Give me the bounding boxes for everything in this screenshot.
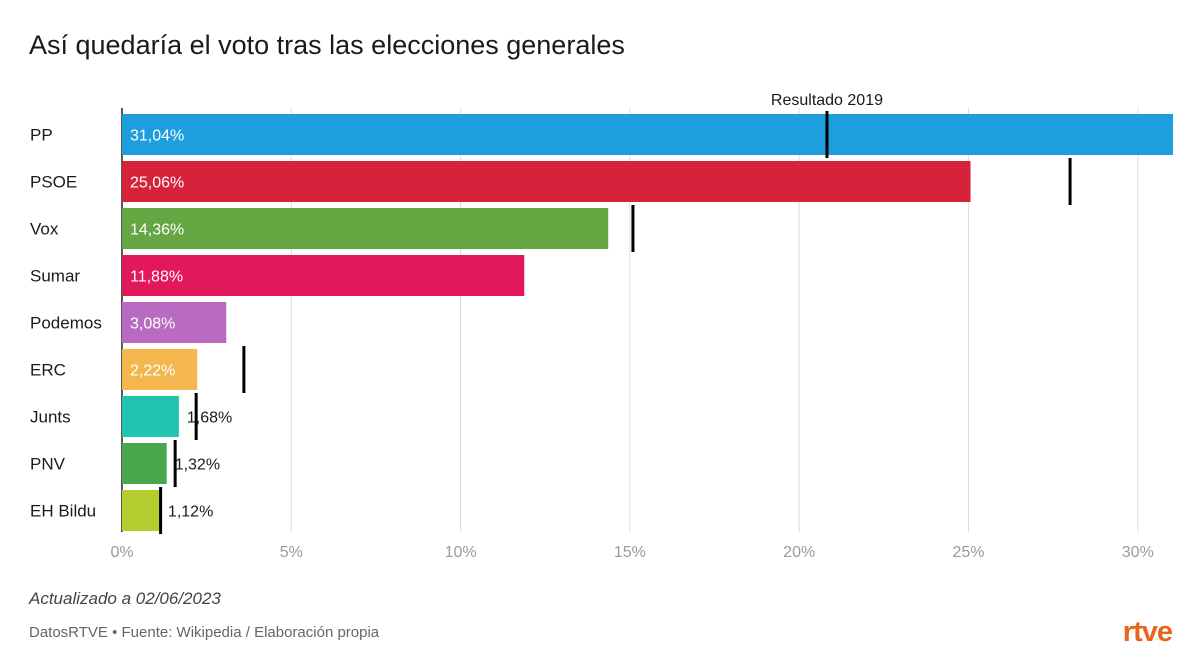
value-label: 25,06% xyxy=(130,175,184,192)
bar xyxy=(122,490,160,531)
bar xyxy=(122,396,179,437)
value-label: 2,22% xyxy=(130,363,175,380)
category-label: Vox xyxy=(30,220,59,239)
value-label: 1,68% xyxy=(187,410,232,427)
bar xyxy=(122,208,609,249)
bar-chart: 0% 5% 10% 15% 20% 25% 30% PP 31,04% PSOE 25,06% Vox… xyxy=(30,92,1174,561)
updated-note: Actualizado a 02/06/2023 xyxy=(29,589,221,608)
value-label: 1,32% xyxy=(175,457,220,474)
source-note: DatosRTVE • Fuente: Wikipedia / Elaborac… xyxy=(29,624,380,641)
x-tick-label: 30% xyxy=(1122,544,1154,561)
category-label: PSOE xyxy=(30,173,77,192)
bars xyxy=(122,114,1174,531)
category-label: Sumar xyxy=(30,267,80,286)
category-label: Podemos xyxy=(30,314,102,333)
value-label: 11,88% xyxy=(130,269,183,286)
result-2019-markers xyxy=(159,111,1072,534)
bar xyxy=(122,349,198,390)
value-label: 14,36% xyxy=(130,222,184,239)
bar xyxy=(122,114,1174,155)
value-label: 1,12% xyxy=(168,504,213,521)
x-tick-label: 15% xyxy=(614,544,646,561)
x-tick-label: 5% xyxy=(280,544,303,561)
category-label: Junts xyxy=(30,408,71,427)
marker-legend-label: Resultado 2019 xyxy=(771,92,883,109)
bar xyxy=(122,161,971,202)
x-tick-label: 25% xyxy=(952,544,984,561)
category-label: EH Bildu xyxy=(30,502,96,521)
value-label: 31,04% xyxy=(130,128,184,145)
x-tick-label: 10% xyxy=(445,544,477,561)
labels: 0% 5% 10% 15% 20% 25% 30% PP 31,04% PSOE 25,06% Vox… xyxy=(30,92,1154,561)
x-tick-label: 0% xyxy=(110,544,133,561)
category-label: ERC xyxy=(30,361,66,380)
category-label: PNV xyxy=(30,455,66,474)
value-label: 3,08% xyxy=(130,316,175,333)
bar xyxy=(122,302,227,343)
chart-title: Así quedaría el voto tras las elecciones… xyxy=(29,30,625,60)
bar xyxy=(122,255,525,296)
x-tick-label: 20% xyxy=(783,544,815,561)
rtve-logo: rtve xyxy=(1122,616,1173,648)
category-label: PP xyxy=(30,126,53,145)
bar xyxy=(122,443,167,484)
